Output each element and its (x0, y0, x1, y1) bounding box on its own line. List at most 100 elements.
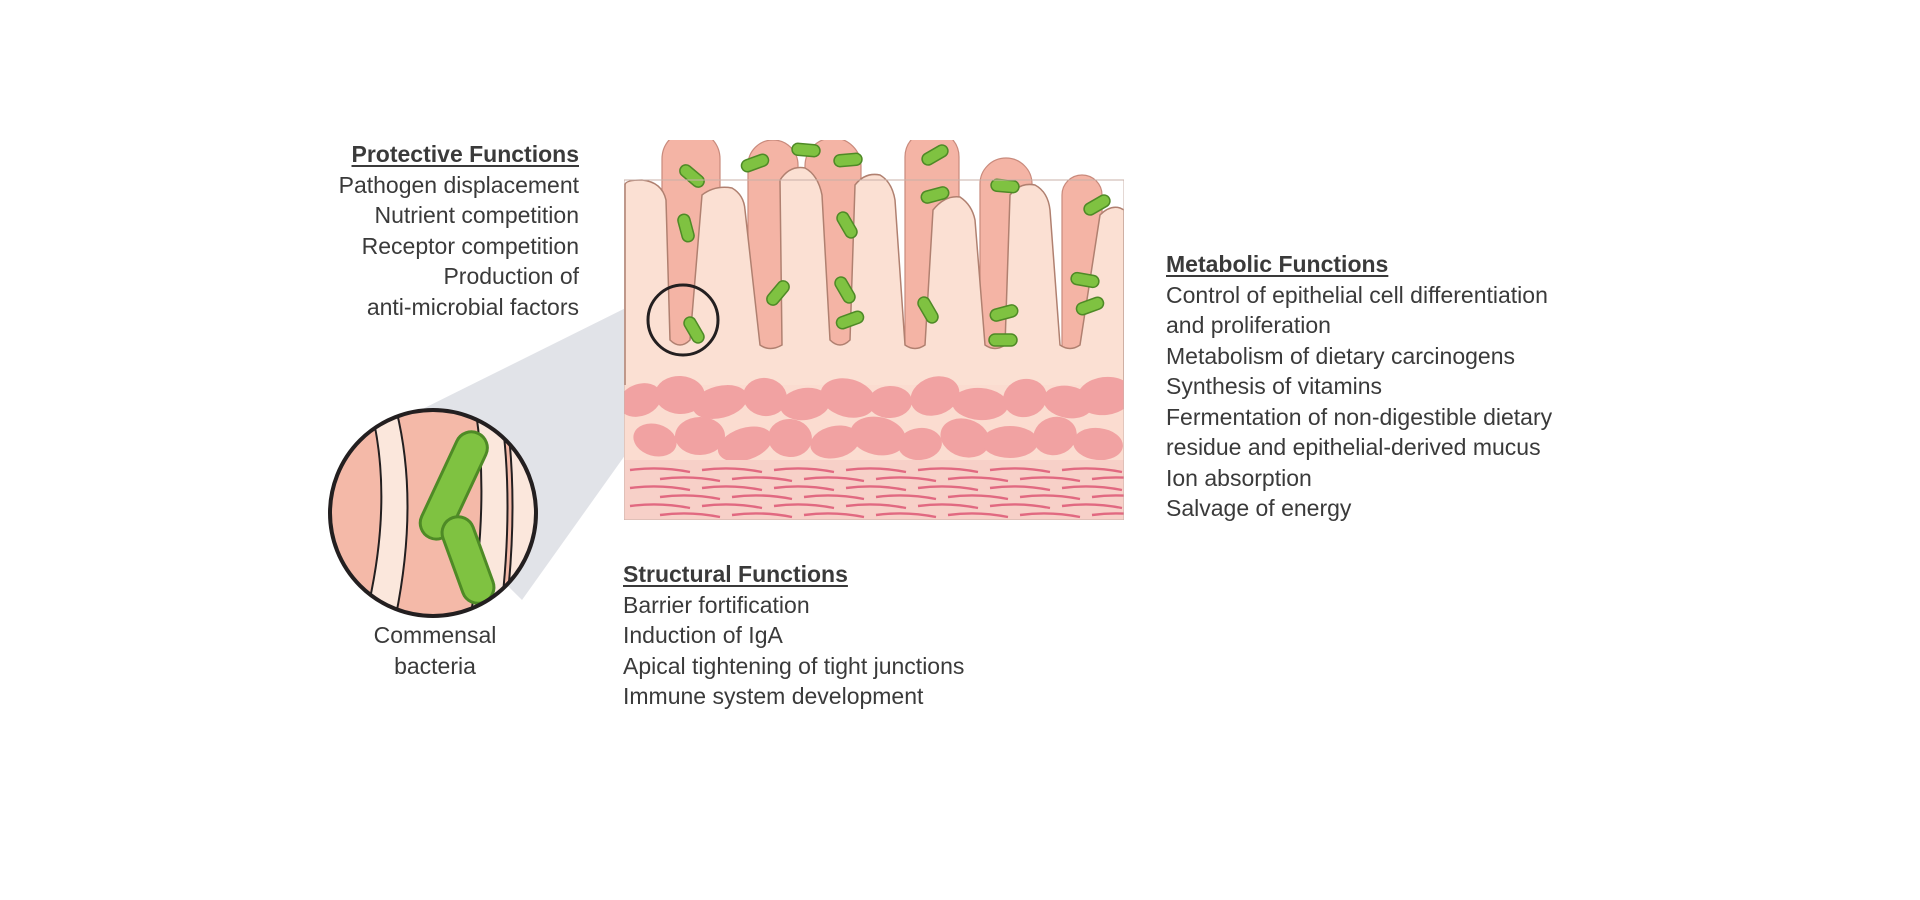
structural-item: Induction of IgA (623, 622, 783, 648)
muscle-fiber (875, 476, 937, 483)
epithelial-cell (898, 427, 942, 461)
metabolic-item: residue and epithelial-derived mucus (1166, 434, 1541, 460)
muscle-fiber (659, 476, 721, 483)
epithelial-cell (820, 378, 876, 418)
metabolic-functions-heading: Metabolic Functions (1166, 251, 1389, 277)
metabolic-item: Synthesis of vitamins (1166, 373, 1383, 399)
bacterium (683, 316, 705, 344)
bacterium (917, 296, 939, 324)
muscle-fiber (1019, 476, 1081, 483)
muscle-fiber (629, 467, 691, 474)
bacterium (990, 178, 1020, 194)
bacterium-large-1 (418, 430, 489, 541)
muscle-fiber (803, 476, 865, 483)
epithelial-cell (982, 426, 1038, 458)
metabolic-item: Salvage of energy (1166, 495, 1352, 521)
muscle-fiber (845, 485, 907, 492)
bacterium (989, 304, 1019, 322)
muscle-fiber (629, 485, 691, 492)
epithelial-cell (717, 426, 773, 462)
structural-item: Apical tightening of tight junctions (623, 652, 965, 679)
protective-item: anti-microbial factors (366, 293, 579, 320)
commensal-bacteria-inset (328, 408, 538, 618)
cell-layer (624, 375, 1124, 462)
muscle-fiber (1091, 494, 1124, 499)
magnify-circle-small (646, 283, 720, 357)
protective-item: Pathogen displacement (338, 171, 579, 198)
muscle-fiber (947, 494, 1009, 501)
bacterium (834, 276, 856, 304)
muscle-fiber (773, 467, 835, 474)
metabolic-item: Ion absorption (1166, 464, 1312, 491)
muscle-fiber (731, 476, 793, 483)
structural-item: Immune system development (623, 683, 924, 709)
epithelial-cell (850, 416, 906, 456)
bacterium (766, 280, 790, 306)
bacterium (1083, 194, 1111, 216)
epithelial-cell (1073, 427, 1123, 461)
muscle-fiber (845, 467, 907, 474)
epithelial-cell (743, 377, 787, 417)
epithelial-cell (952, 387, 1008, 421)
muscle-fiber (989, 485, 1051, 492)
bacterium (921, 144, 949, 166)
muscle-fiber (731, 512, 793, 519)
muscle-fiber (989, 467, 1051, 474)
epithelial-cell (624, 383, 662, 417)
epithelial-cell (810, 425, 860, 459)
muscle-fiber (947, 512, 1009, 519)
epithelial-cell (1033, 416, 1077, 456)
muscle-fiber (701, 485, 763, 492)
epithelial-cell (780, 387, 830, 421)
commensal-bacteria-label: Commensal bacteria (335, 620, 535, 682)
metabolic-item: Fermentation of non-digestible dietary (1166, 403, 1553, 430)
bacteria-group (677, 142, 1111, 347)
muscle-fiber (773, 485, 835, 492)
muscle-fiber (1091, 512, 1124, 517)
epithelial-cell (655, 375, 705, 415)
muscle-fiber (875, 512, 937, 519)
metabolic-functions-block: Metabolic Functions Control of epithelia… (1166, 249, 1552, 524)
muscle-fibers (629, 467, 1124, 519)
epithelial-cell (1077, 376, 1124, 416)
muscle-fiber (1061, 467, 1123, 474)
muscle-fiber (917, 485, 979, 492)
epithelial-cell (768, 418, 812, 458)
bacterium (1075, 296, 1105, 316)
protective-functions-block: Protective Functions Pathogen displaceme… (339, 139, 579, 322)
bacterium (920, 186, 950, 204)
muscle-fiber (1091, 476, 1124, 481)
muscle-fiber (1019, 494, 1081, 501)
bacterium (835, 310, 865, 330)
metabolic-item: Control of epithelial cell differentiati… (1166, 281, 1548, 308)
tissue-section (624, 140, 1124, 520)
muscle-fiber (701, 467, 763, 474)
bacterium (833, 152, 863, 168)
bacterium (677, 213, 695, 243)
metabolic-item: Metabolism of dietary carcinogens (1166, 342, 1515, 369)
muscle-fiber (659, 494, 721, 501)
muscle-fiber (1061, 503, 1123, 510)
epithelial-cell (868, 385, 912, 419)
epithelial-cell (940, 418, 990, 458)
protective-functions-heading: Protective Functions (351, 141, 579, 167)
commensal-label-line: bacteria (394, 653, 476, 679)
muscle-fiber (875, 494, 937, 501)
muscle-fiber (1019, 512, 1081, 519)
epithelial-cell (1003, 378, 1047, 418)
structural-functions-block: Structural Functions Barrier fortificati… (623, 559, 964, 712)
muscle-fiber (947, 476, 1009, 483)
epithelial-cell (910, 376, 960, 416)
epithelial-cell (692, 385, 748, 419)
muscle-fiber (917, 503, 979, 510)
muscle-fiber (1061, 485, 1123, 492)
epithelial-cell (675, 416, 725, 456)
tissue-frame (624, 179, 1124, 520)
bacterium (1070, 271, 1100, 289)
protective-item: Nutrient competition (374, 202, 579, 228)
bacterium (836, 211, 858, 239)
bacterium (679, 164, 705, 188)
epithelial-cell (633, 423, 677, 457)
muscle-fiber (917, 467, 979, 474)
bacterium (988, 333, 1018, 347)
